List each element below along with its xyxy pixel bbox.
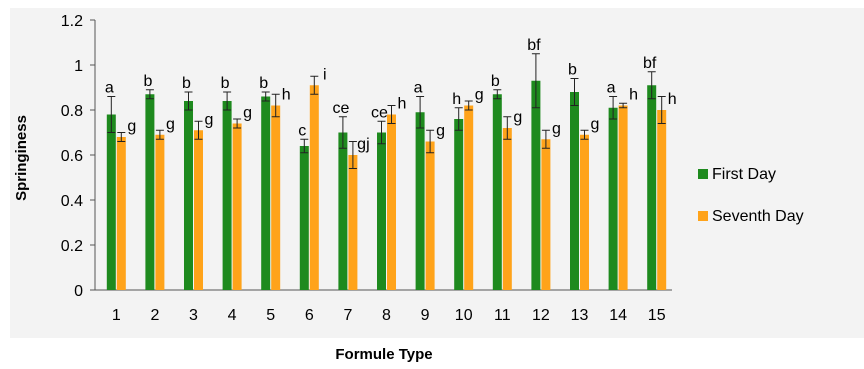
significance-label: h (398, 96, 407, 113)
bar-seventh-day (232, 123, 242, 290)
significance-label: b (491, 73, 500, 90)
significance-label: g (475, 87, 484, 104)
x-tick-label: 10 (455, 307, 473, 324)
bar-first-day (415, 112, 425, 290)
x-axis-title: Formule Type (335, 346, 432, 363)
bar-seventh-day (271, 105, 281, 290)
significance-label: c (298, 122, 306, 139)
y-axis-title: Springiness (13, 115, 30, 201)
bars-layer (106, 53, 667, 290)
bar-first-day (261, 96, 271, 290)
bar-seventh-day (425, 141, 435, 290)
legend-swatch-first-day (698, 169, 708, 179)
significance-label: h (629, 87, 638, 104)
x-tick-label: 4 (228, 307, 237, 324)
significance-label: a (105, 80, 114, 97)
bar-first-day (184, 101, 193, 290)
significance-label: a (607, 80, 616, 97)
bar-first-day (531, 80, 541, 290)
bar-first-day (338, 132, 348, 290)
legend-swatch-seventh-day (698, 211, 708, 221)
bar-seventh-day (657, 110, 667, 290)
significance-label: b (143, 73, 152, 90)
y-tick-label: 0.4 (61, 193, 83, 210)
bar-seventh-day (464, 105, 474, 290)
y-tick-label: 1 (74, 58, 83, 75)
y-tick-label: 0.8 (61, 103, 83, 120)
bar-first-day (608, 107, 618, 290)
significance-label: b (259, 75, 268, 92)
significance-label: b (568, 62, 577, 79)
bar-first-day (299, 146, 309, 290)
significance-label: ce (371, 104, 388, 121)
bar-first-day (570, 92, 579, 290)
significance-label: g (127, 118, 136, 135)
bar-seventh-day (116, 137, 126, 290)
x-tick-label: 2 (150, 307, 159, 324)
significance-label: a (414, 80, 423, 97)
x-tick-label: 5 (266, 307, 275, 324)
significance-label: h (452, 91, 461, 108)
significance-label: gj (357, 136, 369, 153)
x-tick-label: 7 (343, 307, 352, 324)
x-tick-label: 8 (382, 307, 391, 324)
significance-label: h (668, 91, 677, 108)
significance-label: g (243, 105, 252, 122)
significance-label: ce (332, 100, 349, 117)
bar-first-day (145, 94, 155, 290)
bar-seventh-day (194, 130, 203, 290)
bar-seventh-day (309, 85, 319, 290)
significance-label: g (436, 123, 445, 140)
legend-label-seventh-day: Seventh Day (712, 208, 804, 225)
significance-label: b (182, 75, 191, 92)
bar-seventh-day (502, 128, 512, 290)
x-tick-label: 1 (112, 307, 121, 324)
x-tick-label: 6 (305, 307, 314, 324)
legend-label-first-day: First Day (712, 166, 776, 183)
bar-first-day (647, 85, 657, 290)
significance-label: h (282, 87, 291, 104)
bar-seventh-day (580, 134, 589, 290)
x-tick-label: 12 (532, 307, 550, 324)
x-tick-label: 15 (648, 307, 666, 324)
x-tick-label: 14 (609, 307, 627, 324)
bar-first-day (106, 114, 116, 290)
legend: First Day Seventh Day (698, 166, 804, 225)
significance-label: g (205, 111, 214, 128)
x-tick-label: 9 (421, 307, 430, 324)
significance-label: i (323, 66, 327, 83)
bar-seventh-day (618, 105, 628, 290)
x-tick-label: 11 (494, 307, 511, 324)
x-tick-label: 3 (189, 307, 198, 324)
y-tick-label: 1.2 (61, 13, 83, 30)
y-tick-label: 0 (74, 283, 83, 300)
bar-first-day (492, 94, 502, 290)
axes-layer: 00.20.40.60.811.21 2 3 4 5 6 7 8 9 10 11 12 13 14 15 (61, 13, 672, 324)
x-tick-label: 13 (571, 307, 589, 324)
significance-label: g (552, 120, 561, 137)
bar-first-day (222, 101, 232, 290)
significance-label: bf (643, 55, 657, 72)
bar-seventh-day (387, 114, 396, 290)
bar-first-day (377, 132, 386, 290)
significance-label: g (591, 116, 600, 133)
y-tick-label: 0.2 (61, 238, 83, 255)
y-tick-label: 0.6 (61, 148, 83, 165)
significance-label: g (166, 116, 175, 133)
significance-label: b (221, 75, 230, 92)
bar-seventh-day (541, 139, 551, 290)
bar-seventh-day (155, 134, 165, 290)
significance-label: bf (527, 37, 541, 54)
bar-seventh-day (348, 155, 358, 290)
significance-label: g (513, 109, 522, 126)
bar-first-day (454, 119, 464, 290)
